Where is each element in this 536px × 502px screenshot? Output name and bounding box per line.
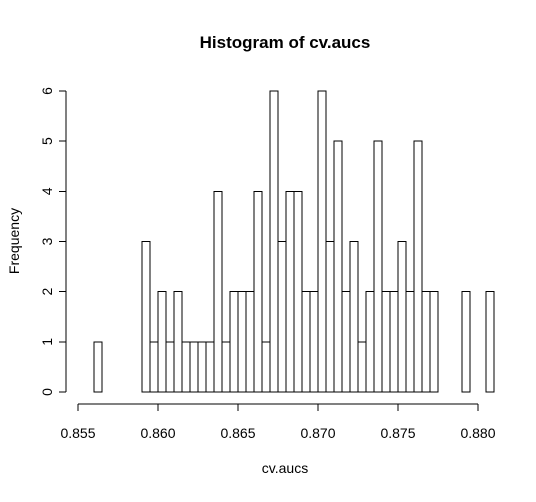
histogram-bar <box>285 190 295 393</box>
histogram-bar <box>389 291 399 393</box>
histogram-bar <box>229 291 239 393</box>
histogram-bar <box>461 291 471 393</box>
y-axis-label: Frequency <box>6 208 22 274</box>
histogram-bar <box>397 241 407 393</box>
histogram-bar <box>157 291 167 393</box>
histogram-bar <box>141 241 151 393</box>
histogram-bar <box>325 241 335 393</box>
histogram-bar <box>213 190 223 393</box>
y-tick-label: 3 <box>39 237 55 245</box>
chart-title: Histogram of cv.aucs <box>200 33 371 52</box>
x-tick-label: 0.870 <box>300 425 335 441</box>
histogram-bar <box>381 291 391 393</box>
histogram-bar <box>317 90 327 393</box>
histogram-bar <box>421 291 431 393</box>
x-tick-label: 0.865 <box>220 425 255 441</box>
histogram-bar <box>149 341 159 393</box>
y-tick-label: 2 <box>39 288 55 296</box>
y-tick-label: 1 <box>39 338 55 346</box>
histogram-bar <box>197 341 207 393</box>
histogram-bar <box>349 241 359 393</box>
y-tick-label: 4 <box>39 187 55 195</box>
y-axis: 0 1 2 3 4 5 6 <box>39 87 67 396</box>
histogram-bar <box>309 291 319 393</box>
histogram-bar <box>405 291 415 393</box>
x-tick-label: 0.875 <box>380 425 415 441</box>
histogram-bar <box>277 241 287 393</box>
y-tick-label: 0 <box>39 388 55 396</box>
x-axis: 0.855 0.860 0.865 0.870 0.875 0.880 <box>60 403 496 441</box>
histogram-bar <box>261 341 271 393</box>
histogram-bar <box>173 291 183 393</box>
histogram-bar <box>357 341 367 393</box>
x-tick-label: 0.860 <box>140 425 175 441</box>
histogram-bar <box>301 291 311 393</box>
histogram-bar <box>413 140 423 393</box>
histogram-bar <box>221 341 231 393</box>
histogram-bar <box>341 291 351 393</box>
histogram-bar <box>293 190 303 393</box>
histogram-bar <box>253 190 263 393</box>
histogram-bar <box>165 341 175 393</box>
histogram-bar <box>205 341 215 393</box>
histogram-bar <box>429 291 439 393</box>
x-tick-label: 0.880 <box>460 425 495 441</box>
histogram-bar <box>93 341 103 393</box>
y-tick-label: 6 <box>39 87 55 95</box>
histogram-bar <box>373 140 383 393</box>
histogram-bar <box>485 291 495 393</box>
histogram-bar <box>237 291 247 393</box>
bars-group <box>93 90 495 393</box>
y-tick-label: 5 <box>39 137 55 145</box>
histogram-bar <box>181 341 191 393</box>
histogram-bar <box>365 291 375 393</box>
histogram-bar <box>269 90 279 393</box>
histogram-bar <box>245 291 255 393</box>
x-tick-label: 0.855 <box>60 425 95 441</box>
histogram-bar <box>333 140 343 393</box>
histogram-bar <box>189 341 199 393</box>
x-axis-label: cv.aucs <box>262 460 308 476</box>
